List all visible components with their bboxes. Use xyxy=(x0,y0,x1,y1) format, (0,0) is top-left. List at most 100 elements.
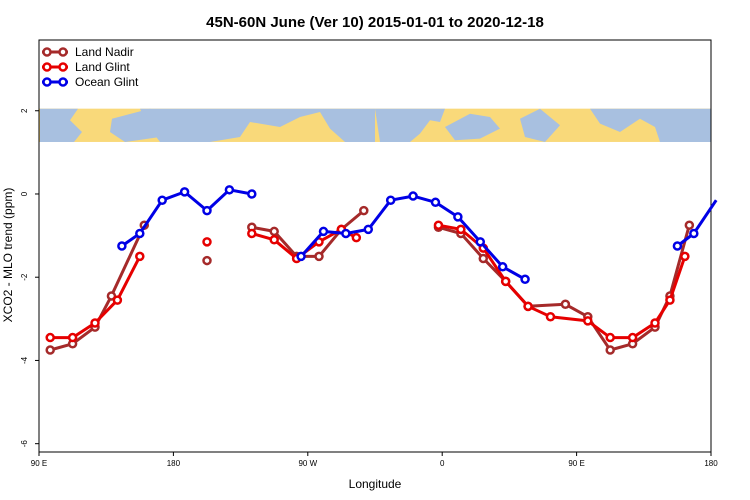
data-point-land-glint xyxy=(500,276,511,287)
legend-marker xyxy=(42,77,52,87)
data-point-land-glint xyxy=(680,251,690,262)
plot-frame xyxy=(38,39,712,453)
map-lake xyxy=(363,121,367,126)
legend-marker xyxy=(58,62,68,72)
map-lake xyxy=(188,116,192,121)
x-axis-label: Longitude xyxy=(349,477,402,491)
data-point-ocean-glint xyxy=(318,226,329,237)
data-point-land-glint xyxy=(351,232,362,243)
map-lake xyxy=(552,124,558,130)
data-point-land-glint xyxy=(45,332,55,343)
data-point-land-nadir xyxy=(684,220,695,230)
legend-label: Ocean Glint xyxy=(75,75,139,89)
y-tick-label: -4 xyxy=(20,356,29,364)
data-point-ocean-glint xyxy=(475,237,486,247)
legend-item-land-nadir: Land Nadir xyxy=(42,45,134,59)
chart-title: 45N-60N June (Ver 10) 2015-01-01 to 2020… xyxy=(206,14,544,31)
data-point-land-nadir xyxy=(106,291,117,301)
x-tick-label: 90 W xyxy=(298,459,317,468)
y-axis-label: XCO2 - MLO trend (ppm) xyxy=(1,188,15,323)
data-point-land-glint xyxy=(650,318,660,328)
y-axis: -6 -4 -2 0 2 xyxy=(20,108,39,447)
map-ocean xyxy=(520,108,560,142)
data-point-ocean-glint xyxy=(224,185,235,195)
data-point-ocean-glint xyxy=(385,195,396,205)
data-point-land-glint xyxy=(202,237,212,247)
series-layer xyxy=(45,185,718,355)
data-point-ocean-glint xyxy=(117,241,127,251)
map-ocean xyxy=(445,113,500,141)
y-tick-label: 2 xyxy=(20,108,29,113)
data-point-land-glint xyxy=(605,332,615,343)
data-point-land-glint xyxy=(67,332,78,343)
legend-label: Land Glint xyxy=(75,60,130,74)
x-tick-label: 90 E xyxy=(31,459,47,468)
x-axis: 90 E 180 90 W 0 90 E 180 xyxy=(31,452,718,468)
y-tick-label: -2 xyxy=(20,273,29,281)
legend-item-ocean-glint: Ocean Glint xyxy=(42,75,139,89)
data-point-land-nadir xyxy=(359,205,369,216)
data-point-land-nadir xyxy=(202,255,212,266)
data-point-land-glint xyxy=(433,220,444,230)
map-lake xyxy=(468,129,472,134)
map-ocean xyxy=(590,108,711,142)
y-tick-label: 0 xyxy=(20,191,29,196)
legend-item-land-glint: Land Glint xyxy=(42,60,130,74)
series-ocean-glint xyxy=(117,185,718,285)
data-point-land-nadir xyxy=(605,345,615,355)
data-point-land-glint xyxy=(456,224,466,235)
map-lake xyxy=(603,118,607,123)
data-point-land-nadir xyxy=(45,345,55,355)
map-ocean xyxy=(40,108,82,142)
data-point-land-glint xyxy=(545,311,556,322)
legend-marker xyxy=(42,47,52,57)
data-point-land-glint xyxy=(583,316,593,326)
data-point-land-glint xyxy=(247,228,257,239)
data-point-land-glint xyxy=(269,235,279,245)
data-point-ocean-glint xyxy=(179,187,190,197)
data-point-land-glint xyxy=(112,295,123,305)
data-point-land-nadir xyxy=(478,253,489,264)
x-tick-label: 0 xyxy=(440,459,445,468)
data-point-ocean-glint xyxy=(497,262,508,272)
data-point-land-glint xyxy=(523,301,533,312)
series-line-ocean-glint xyxy=(676,199,718,248)
legend-marker xyxy=(58,77,68,87)
map-ocean xyxy=(375,108,445,142)
data-point-ocean-glint xyxy=(408,191,418,201)
x-tick-label: 90 E xyxy=(568,459,584,468)
x-tick-label: 180 xyxy=(704,459,718,468)
x-tick-label: 180 xyxy=(167,459,181,468)
data-point-land-glint xyxy=(627,332,638,343)
data-point-ocean-glint xyxy=(157,195,167,205)
data-point-land-glint xyxy=(665,295,675,305)
map-ocean xyxy=(140,108,375,142)
series-land-glint xyxy=(45,220,690,343)
data-point-ocean-glint xyxy=(689,228,699,239)
data-point-land-nadir xyxy=(269,226,279,237)
legend-marker xyxy=(42,62,52,72)
data-point-ocean-glint xyxy=(672,241,683,251)
series-line-land-glint xyxy=(438,223,687,340)
data-point-ocean-glint xyxy=(247,189,257,199)
data-point-land-nadir xyxy=(314,251,324,262)
map-lake xyxy=(347,126,353,132)
data-point-ocean-glint xyxy=(296,251,306,262)
data-point-ocean-glint xyxy=(363,224,374,235)
data-point-ocean-glint xyxy=(453,212,463,222)
data-point-land-glint xyxy=(90,318,100,328)
y-tick-label: -6 xyxy=(20,440,29,448)
data-point-ocean-glint xyxy=(430,197,441,208)
legend-label: Land Nadir xyxy=(75,45,134,59)
data-point-ocean-glint xyxy=(520,274,530,285)
data-point-ocean-glint xyxy=(202,205,212,216)
map-band xyxy=(39,108,711,142)
data-point-land-glint xyxy=(135,251,145,262)
data-point-ocean-glint xyxy=(135,228,145,239)
legend-marker xyxy=(58,47,68,57)
data-point-ocean-glint xyxy=(341,228,351,239)
map-lake xyxy=(175,118,181,125)
data-point-land-nadir xyxy=(560,299,571,310)
